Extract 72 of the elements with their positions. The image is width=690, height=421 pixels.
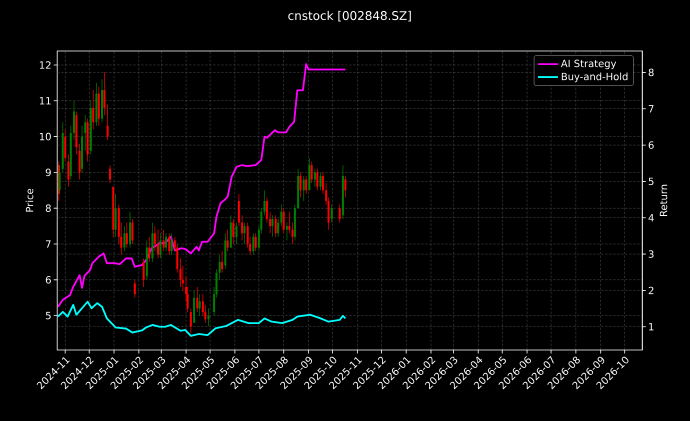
candlestick — [272, 215, 274, 238]
line-series — [57, 63, 346, 308]
candlestick — [170, 232, 173, 256]
candlestick — [292, 222, 294, 244]
candlestick — [198, 294, 201, 316]
y-tick-label: 8 — [46, 204, 51, 212]
y2-tick-label: 5 — [648, 178, 654, 186]
candlestick — [274, 215, 277, 238]
candlestick — [344, 176, 346, 198]
candlestick — [280, 204, 282, 226]
legend-label: Buy-and-Hold — [562, 72, 628, 82]
candlestick — [310, 161, 313, 184]
line-series — [57, 300, 346, 337]
candlestick — [157, 229, 160, 259]
y2-tick-label: 1 — [649, 323, 654, 330]
candlestick — [162, 229, 165, 252]
candlestick — [314, 168, 316, 188]
candlestick — [114, 194, 117, 238]
y2-axis-title: Return — [660, 184, 668, 216]
candlestick — [302, 176, 305, 202]
candlestick — [207, 308, 210, 327]
candlestick — [305, 176, 308, 194]
candlestick — [109, 164, 112, 184]
y2-tick-label: 3 — [648, 250, 654, 258]
candlestick — [277, 218, 280, 238]
y-tick-label: 6 — [46, 276, 51, 284]
candlestick — [286, 222, 288, 241]
candlestick — [134, 279, 136, 298]
y2-tick-label: 2 — [648, 286, 654, 294]
y2-tick-label: 6 — [648, 141, 654, 149]
candlestick — [196, 286, 198, 312]
candlestick — [92, 90, 94, 130]
candlestick — [159, 232, 162, 259]
candlestick — [126, 222, 128, 248]
y2-tick-label: 8 — [648, 68, 654, 76]
candlestick — [243, 222, 246, 244]
candlestick — [221, 250, 224, 273]
candlestick — [338, 204, 341, 223]
y-tick-label: 11 — [40, 97, 51, 104]
candlestick — [123, 226, 126, 252]
chart-title: cnstock [002848.SZ] — [288, 10, 411, 22]
y-axis-title: Price — [26, 188, 34, 212]
candlestick — [316, 168, 318, 191]
y-tick-label: 7 — [46, 240, 51, 248]
candlestick — [266, 197, 268, 223]
candlestick — [254, 232, 257, 252]
candlestick — [190, 308, 192, 334]
candlestick — [300, 172, 302, 198]
candlestick — [226, 229, 229, 252]
y-tick-label: 10 — [40, 132, 51, 140]
candlestick — [67, 154, 70, 188]
candlestick — [320, 172, 322, 191]
candlestick — [165, 232, 168, 252]
candlestick — [235, 222, 238, 244]
candlestick — [106, 104, 109, 141]
candlestick — [131, 218, 134, 244]
y-tick-label: 9 — [46, 168, 51, 176]
candlestick — [282, 208, 285, 234]
y2-tick-label: 7 — [648, 105, 654, 112]
candlestick — [168, 232, 170, 256]
candlestick — [103, 72, 106, 116]
candlestick — [148, 236, 150, 262]
legend-label: AI Strategy — [560, 60, 616, 70]
y-tick-label: 12 — [40, 61, 51, 69]
candlestick — [129, 211, 132, 248]
candlestick — [64, 129, 66, 162]
candlestick — [252, 232, 254, 256]
candlestick — [232, 218, 234, 244]
y-tick-label: 5 — [46, 312, 51, 320]
y2-tick-label: 4 — [648, 214, 654, 222]
candlestick — [330, 204, 333, 223]
candlestick — [142, 258, 145, 288]
